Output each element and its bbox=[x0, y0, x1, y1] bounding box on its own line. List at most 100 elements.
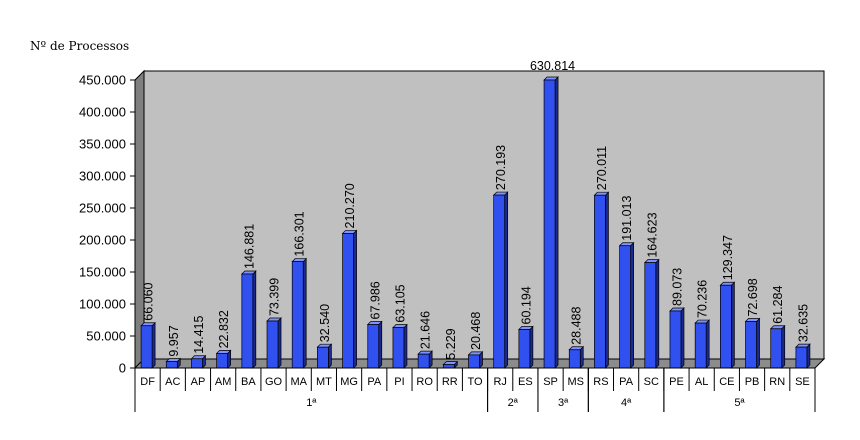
data-label: 270.011 bbox=[595, 146, 609, 190]
data-label: 70.236 bbox=[696, 280, 710, 318]
bar-top bbox=[341, 230, 358, 234]
bar bbox=[518, 325, 534, 369]
data-label: 146.881 bbox=[242, 224, 256, 269]
x-tick-label: PB bbox=[745, 376, 760, 388]
y-tick-label: 200.000 bbox=[79, 233, 126, 248]
bar bbox=[467, 351, 484, 369]
bar bbox=[643, 258, 660, 369]
x-tick-label: RS bbox=[593, 376, 608, 388]
bar-side bbox=[756, 317, 760, 369]
bar-side bbox=[605, 191, 609, 369]
y-tick-label: 50.000 bbox=[86, 329, 126, 344]
bar bbox=[316, 343, 333, 369]
data-label: 22.832 bbox=[217, 310, 231, 348]
bar-front bbox=[770, 328, 783, 369]
data-label: 630.814 bbox=[530, 59, 575, 73]
x-tick-label: PE bbox=[669, 376, 684, 388]
bar-front bbox=[720, 284, 732, 369]
bar-front bbox=[266, 320, 279, 369]
x-tick-label: SP bbox=[543, 376, 558, 388]
bar-front bbox=[342, 233, 354, 369]
bar-top bbox=[694, 319, 711, 324]
data-label: 191.013 bbox=[620, 196, 634, 241]
bar-top bbox=[291, 258, 308, 262]
bar bbox=[291, 257, 308, 369]
y-tick-label: 250.000 bbox=[79, 201, 126, 216]
bar-front bbox=[191, 358, 203, 369]
group-label: 5ª bbox=[734, 397, 745, 409]
bar bbox=[618, 241, 635, 369]
bar bbox=[165, 357, 182, 369]
bar bbox=[190, 354, 207, 369]
bar bbox=[215, 349, 232, 369]
x-tick-label: RR bbox=[442, 376, 458, 388]
data-label: 60.194 bbox=[519, 286, 533, 324]
bar-front bbox=[594, 194, 606, 369]
bar-front bbox=[694, 322, 707, 369]
bar-top bbox=[769, 325, 786, 330]
bar bbox=[795, 343, 811, 369]
bar-top bbox=[240, 270, 257, 275]
bar-front bbox=[568, 349, 581, 369]
bar-top bbox=[795, 343, 811, 348]
bar bbox=[593, 191, 610, 369]
x-tick-label: CE bbox=[719, 376, 734, 388]
bar-front bbox=[291, 261, 304, 369]
data-label: 63.105 bbox=[393, 284, 407, 322]
bar-front bbox=[669, 310, 682, 369]
bar-front bbox=[468, 354, 480, 369]
data-label: 270.193 bbox=[494, 145, 508, 190]
bar-front bbox=[392, 327, 405, 369]
x-tick-label: MG bbox=[340, 376, 358, 388]
bar-side bbox=[353, 229, 357, 369]
bar-top bbox=[140, 322, 156, 327]
data-label: 32.540 bbox=[318, 304, 332, 342]
x-axis: DF AC AP AM BA GO MA MT MG PA PI RO RR TO RJ ES SP MS RS PA… bbox=[134, 367, 816, 412]
bar-top bbox=[190, 355, 207, 360]
bar-front bbox=[140, 325, 153, 369]
x-tick-label: AM bbox=[215, 376, 232, 388]
bar-top bbox=[643, 259, 660, 263]
bar-front bbox=[543, 79, 556, 369]
bar bbox=[140, 321, 156, 369]
data-label: 9.957 bbox=[167, 325, 181, 356]
x-tick-label: SC bbox=[644, 376, 659, 388]
bar-side bbox=[630, 241, 634, 369]
bar-top bbox=[165, 358, 182, 362]
y-tick-label: 0 bbox=[119, 361, 126, 376]
bar-side bbox=[302, 257, 307, 369]
bar bbox=[568, 345, 585, 369]
x-tick-label: AP bbox=[191, 376, 206, 388]
bar-side bbox=[529, 325, 534, 369]
bar bbox=[694, 319, 711, 369]
bar-side bbox=[579, 345, 584, 369]
bar-side bbox=[680, 307, 685, 369]
bar bbox=[240, 270, 257, 369]
x-tick-label: MT bbox=[316, 376, 332, 388]
bar-top bbox=[593, 191, 610, 196]
bar-front bbox=[518, 329, 531, 369]
bar bbox=[769, 324, 786, 369]
x-tick-label: RN bbox=[769, 376, 785, 388]
group-label: 1ª bbox=[306, 397, 317, 409]
bar-top bbox=[442, 361, 459, 366]
bar-front bbox=[165, 361, 178, 369]
y-tick-label: 300.000 bbox=[79, 169, 126, 184]
bar-front bbox=[795, 346, 808, 369]
x-tick-label: TO bbox=[467, 376, 483, 388]
plot-side-wall bbox=[134, 69, 145, 370]
bar-front bbox=[745, 321, 757, 369]
bar-top bbox=[215, 350, 232, 354]
bar bbox=[366, 320, 383, 369]
bar-side bbox=[781, 324, 786, 369]
bar-top bbox=[492, 191, 509, 196]
bar-front bbox=[442, 364, 455, 369]
data-label: 66.060 bbox=[142, 282, 156, 320]
data-label: 14.415 bbox=[192, 315, 206, 353]
data-label: 67.986 bbox=[368, 281, 382, 319]
bar-top bbox=[719, 281, 736, 286]
bar-side bbox=[554, 76, 559, 369]
bar-side bbox=[151, 321, 156, 369]
bar-front bbox=[241, 273, 254, 369]
